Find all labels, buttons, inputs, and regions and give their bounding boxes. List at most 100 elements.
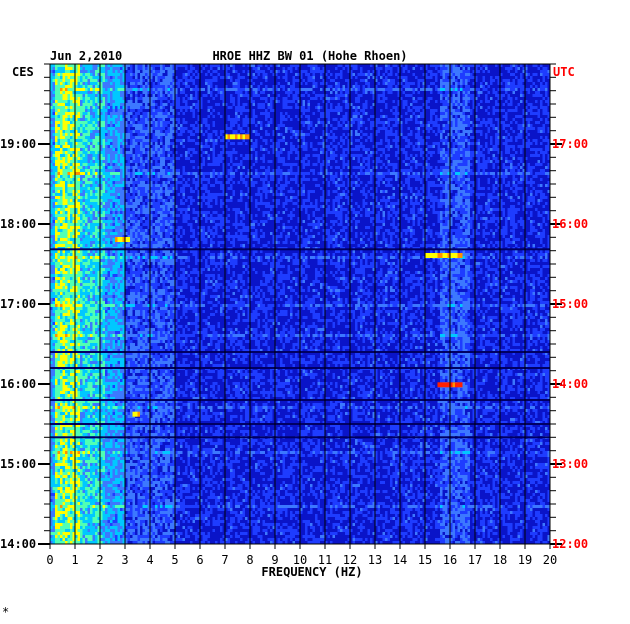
spectrogram-cell [243, 103, 246, 106]
spectrogram-cell [90, 130, 93, 133]
spectrogram-cell [313, 67, 316, 70]
spectrogram-cell [95, 172, 98, 175]
spectrogram-cell [508, 88, 511, 91]
spectrogram-cell [143, 97, 146, 100]
spectrogram-cell [328, 136, 331, 139]
spectrogram-cell [120, 124, 123, 127]
spectrogram-cell [528, 109, 531, 112]
spectrogram-cell [303, 172, 306, 175]
spectrogram-cell [65, 103, 68, 106]
spectrogram-cell [70, 184, 73, 187]
spectrogram-cell [163, 184, 166, 187]
spectrogram-cell [188, 172, 191, 175]
spectrogram-cell [383, 73, 386, 76]
spectrogram-cell [278, 94, 281, 97]
spectrogram-cell [103, 79, 106, 82]
spectrogram-cell [105, 163, 108, 166]
spectrogram-cell [95, 70, 98, 73]
spectrogram-cell [145, 133, 148, 136]
spectrogram-cell [55, 151, 58, 154]
spectrogram-cell [458, 106, 461, 109]
spectrogram-cell [70, 160, 73, 163]
spectrogram-cell [158, 73, 161, 76]
spectrogram-cell [543, 79, 546, 82]
spectrogram-cell [105, 109, 108, 112]
spectrogram-cell [533, 94, 536, 97]
spectrogram-cell [543, 109, 546, 112]
spectrogram-cell [340, 154, 343, 157]
spectrogram-cell [460, 124, 463, 127]
spectrogram-cell [143, 139, 146, 142]
spectrogram-cell [368, 82, 371, 85]
spectrogram-cell [480, 121, 483, 124]
spectrogram-cell [258, 103, 261, 106]
spectrogram-cell [443, 94, 446, 97]
spectrogram-cell [88, 70, 91, 73]
spectrogram-cell [453, 103, 456, 106]
spectrogram-cell [55, 139, 58, 142]
spectrogram-cell [80, 91, 83, 94]
spectrogram-cell [540, 136, 543, 139]
spectrogram-cell [455, 67, 458, 70]
spectrogram-cell [313, 70, 316, 73]
spectrogram-cell [238, 100, 241, 103]
spectrogram-cell [165, 166, 168, 169]
spectrogram-cell [78, 118, 81, 121]
spectrogram-cell [93, 184, 96, 187]
spectrogram-cell [403, 169, 406, 172]
spectrogram-cell [530, 79, 533, 82]
spectrogram-cell [235, 106, 238, 109]
spectrogram-cell [510, 139, 513, 142]
spectrogram-cell [168, 133, 171, 136]
spectrogram-cell [145, 187, 148, 190]
spectrogram-cell [543, 169, 546, 172]
spectrogram-cell [465, 121, 468, 124]
spectrogram-cell [93, 133, 96, 136]
spectrogram-cell [388, 139, 391, 142]
spectrogram-cell [518, 82, 521, 85]
spectrogram-cell [168, 70, 171, 73]
spectrogram-cell [65, 151, 68, 154]
spectrogram-cell [108, 136, 111, 139]
spectrogram-cell [53, 157, 56, 160]
spectrogram-cell [303, 148, 306, 151]
spectrogram-cell [253, 148, 256, 151]
spectrogram-cell [468, 172, 471, 175]
spectrogram-cell [53, 139, 56, 142]
spectrogram-cell [90, 70, 93, 73]
spectrogram-cell [145, 169, 148, 172]
spectrogram-cell [168, 85, 171, 88]
spectrogram-cell [393, 112, 396, 115]
spectrogram-cell [183, 106, 186, 109]
spectrogram-cell [193, 73, 196, 76]
spectrogram-cell [445, 97, 448, 100]
spectrogram-cell [505, 148, 508, 151]
spectrogram-cell [338, 94, 341, 97]
spectrogram-cell [463, 97, 466, 100]
spectrogram-cell [160, 91, 163, 94]
spectrogram-cell [458, 118, 461, 121]
spectrogram-cell [458, 70, 461, 73]
spectrogram-cell [363, 73, 366, 76]
spectrogram-cell [83, 133, 86, 136]
spectrogram-cell [105, 142, 108, 145]
spectrogram-cell [503, 103, 506, 106]
spectrogram-cell [263, 154, 266, 157]
spectrogram-cell [58, 184, 61, 187]
spectrogram-cell [545, 100, 548, 103]
spectrogram-cell [355, 181, 358, 184]
spectrogram-cell [260, 82, 263, 85]
spectrogram-cell [520, 160, 523, 163]
spectrogram-cell [490, 148, 493, 151]
spectrogram-cell [360, 94, 363, 97]
spectrogram-cell [138, 187, 141, 190]
spectrogram-cell [360, 109, 363, 112]
spectrogram-cell [63, 130, 66, 133]
spectrogram-cell [93, 76, 96, 79]
spectrogram-cell [370, 91, 373, 94]
spectrogram-cell [313, 148, 316, 151]
spectrogram-cell [135, 163, 138, 166]
spectrogram-cell [118, 118, 121, 121]
spectrogram-cell [228, 106, 231, 109]
spectrogram-cell [455, 181, 458, 184]
